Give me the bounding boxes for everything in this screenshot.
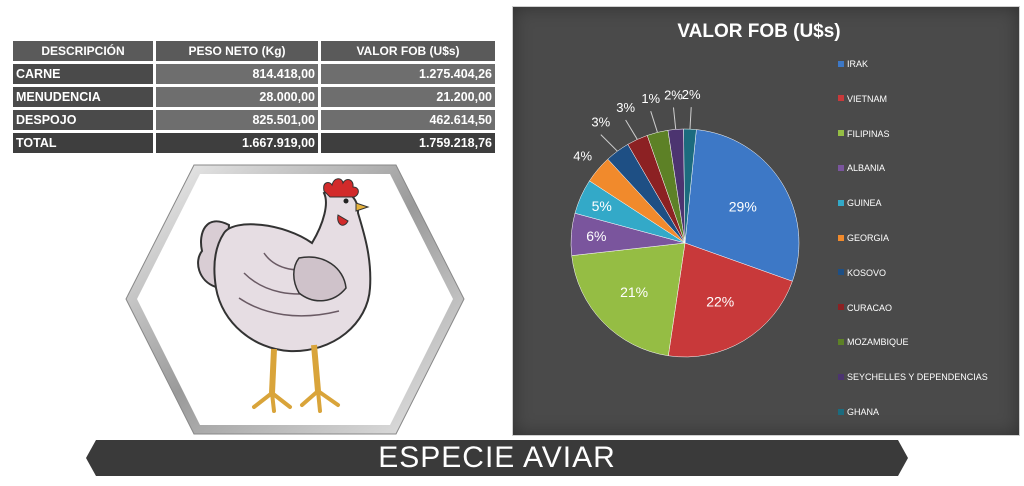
- legend-item: SEYCHELLES Y DEPENDENCIAS: [838, 372, 988, 382]
- pie-label: 29%: [729, 198, 757, 214]
- legend-label: SEYCHELLES Y DEPENDENCIAS: [847, 372, 988, 383]
- species-banner: ESPECIE AVIAR: [378, 441, 616, 474]
- pie-label: 2%: [682, 87, 701, 102]
- pie-chart: 29% 22% 21% 6% 5% 4% 3% 3% 1% 2%2%: [570, 87, 800, 358]
- legend-label: FILIPINAS: [847, 128, 890, 139]
- row-desc: CARNE: [13, 64, 153, 84]
- pie-label: 6%: [586, 228, 606, 244]
- header-descripcion: DESCRIPCIÓN: [13, 41, 153, 61]
- legend-swatch: [838, 408, 844, 415]
- chart-panel: VALOR FOB (U$s) 29% 22% 21% 6% 5% 4% 3% 3% 1% 2% 2…: [512, 6, 1020, 436]
- legend-label: VIETNAM: [847, 93, 888, 104]
- legend-swatch: [838, 373, 844, 380]
- pie-slice-vietnam: [668, 242, 793, 358]
- pie-leader-line: [600, 134, 618, 152]
- chicken-icon: [197, 178, 372, 413]
- legend-item: VIETNAM: [838, 94, 887, 104]
- table-row: DESPOJO 825.501,00 462.614,50: [13, 110, 495, 130]
- legend-label: CURACAO: [847, 302, 893, 313]
- total-desc: TOTAL: [13, 133, 153, 153]
- legend-label: GEORGIA: [847, 233, 890, 243]
- row-fob: 21.200,00: [321, 87, 495, 107]
- header-peso-neto: PESO NETO (Kg): [156, 41, 318, 61]
- row-desc: MENUDENCIA: [13, 87, 153, 107]
- legend-item: GUINEA: [838, 198, 882, 208]
- pie-leader-line: [650, 111, 658, 133]
- pie-slice-filipinas: [571, 242, 686, 357]
- legend-label: KOSOVO: [847, 267, 887, 278]
- legend-swatch: [838, 60, 844, 67]
- row-peso: 28.000,00: [156, 87, 318, 107]
- chicken-image-frame: [125, 164, 465, 435]
- legend-item: GEORGIA: [838, 233, 889, 243]
- legend-swatch: [838, 304, 844, 311]
- pie-label: 22%: [706, 294, 734, 310]
- table-row: MENUDENCIA 28.000,00 21.200,00: [13, 87, 495, 107]
- legend-label: MOZAMBIQUE: [847, 337, 909, 348]
- legend-label: ALBANIA: [847, 163, 886, 174]
- legend-item: MOZAMBIQUE: [838, 337, 909, 347]
- banner-shape: [86, 440, 908, 476]
- legend-swatch: [838, 165, 844, 172]
- row-peso: 814.418,00: [156, 64, 318, 84]
- table-header-row: DESCRIPCIÓN PESO NETO (Kg) VALOR FOB (U$…: [13, 41, 495, 61]
- total-peso: 1.667.919,00: [156, 133, 318, 153]
- table-row: CARNE 814.418,00 1.275.404,26: [13, 64, 495, 84]
- legend-item: IRAK: [838, 59, 868, 69]
- row-desc: DESPOJO: [13, 110, 153, 130]
- legend-swatch: [838, 234, 844, 241]
- legend-label: GUINEA: [847, 198, 882, 209]
- pie-label: 2%: [664, 87, 683, 102]
- pie-slice-irak: [684, 129, 800, 282]
- total-fob: 1.759.218,76: [321, 133, 495, 153]
- pie-leader-line: [689, 107, 692, 130]
- legend-item: FILIPINAS: [838, 129, 890, 139]
- legend-label: IRAK: [847, 59, 869, 69]
- legend-item: ALBANIA: [838, 163, 885, 173]
- chart-title: VALOR FOB (U$s): [677, 21, 841, 42]
- pie-label: 21%: [620, 284, 648, 300]
- row-peso: 825.501,00: [156, 110, 318, 130]
- legend-item: KOSOVO: [838, 268, 886, 278]
- legend-swatch: [838, 269, 844, 276]
- legend-swatch: [838, 130, 844, 137]
- legend-swatch: [838, 199, 844, 206]
- pie-label: 4%: [573, 148, 592, 163]
- header-valor-fob: VALOR FOB (U$s): [321, 41, 495, 61]
- pie-leader-line: [672, 107, 677, 130]
- table-total-row: TOTAL 1.667.919,00 1.759.218,76: [13, 133, 495, 153]
- legend-label: GHANA: [847, 407, 880, 417]
- pie-slice-ghana: [683, 128, 697, 244]
- pie-label: 1%: [641, 91, 660, 106]
- row-fob: 1.275.404,26: [321, 64, 495, 84]
- legend-swatch: [838, 95, 844, 102]
- row-fob: 462.614,50: [321, 110, 495, 130]
- export-summary-table: DESCRIPCIÓN PESO NETO (Kg) VALOR FOB (U$…: [10, 38, 498, 156]
- pie-label: 3%: [616, 100, 635, 115]
- pie-label: 3%: [591, 115, 610, 130]
- pie-label: 5%: [592, 198, 612, 214]
- legend-swatch: [838, 339, 844, 346]
- pie-leader-line: [625, 119, 638, 140]
- legend-item: GHANA: [838, 407, 879, 417]
- legend-item: CURACAO: [838, 303, 892, 313]
